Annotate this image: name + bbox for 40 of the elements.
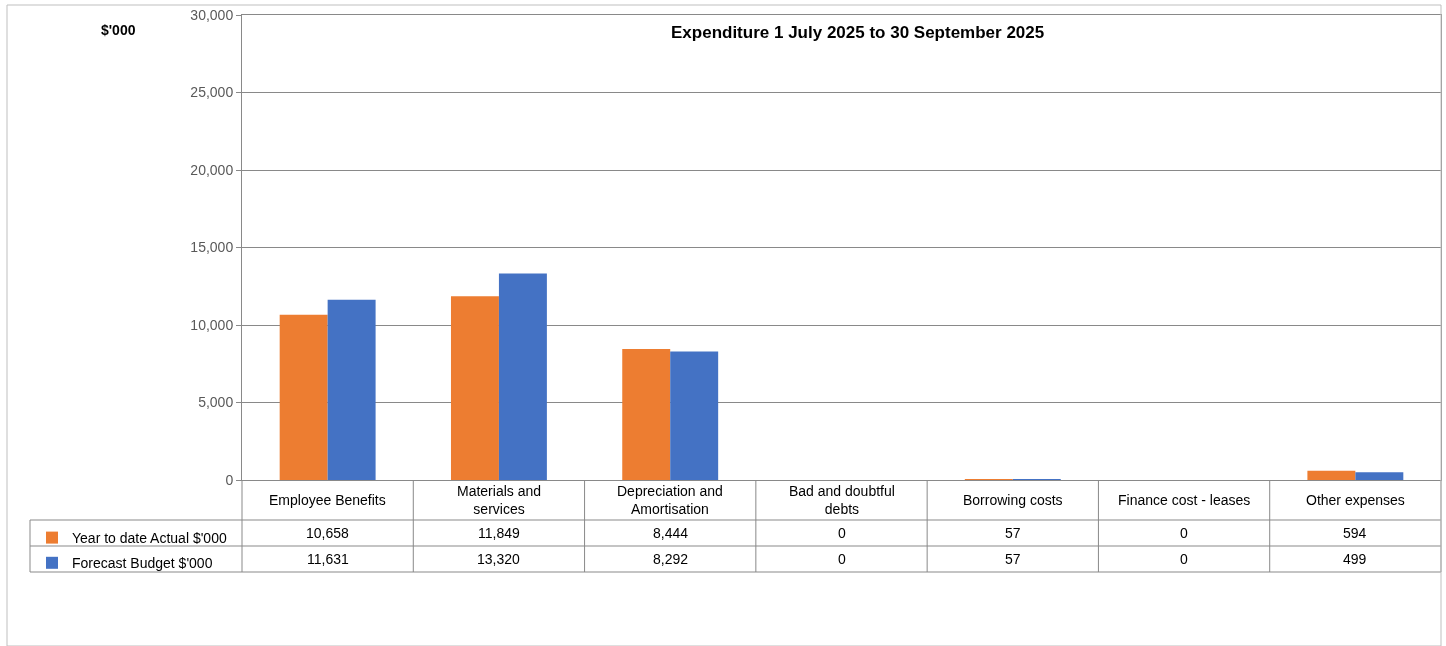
- data-label: 594: [1343, 525, 1367, 541]
- data-label: 8,292: [653, 551, 689, 567]
- x-tick-label: Employee Benefits: [269, 492, 386, 508]
- data-label: 11,849: [478, 525, 520, 541]
- bar: [498, 273, 547, 480]
- y-tick-label: 25,000: [190, 84, 234, 101]
- bar: [279, 314, 328, 480]
- x-tick-label: Materials and services: [457, 483, 542, 518]
- y-tick-label: 30,000: [190, 6, 234, 23]
- bar: [450, 296, 499, 480]
- data-label: 0: [1180, 525, 1188, 541]
- x-tick-label: Borrowing costs: [963, 492, 1063, 508]
- bar: [622, 349, 671, 480]
- data-label: 499: [1343, 551, 1367, 567]
- data-label: 0: [838, 525, 846, 541]
- bar: [1355, 472, 1404, 480]
- data-label: 57: [1005, 525, 1021, 541]
- bar: [327, 299, 376, 480]
- data-label: 13,320: [477, 551, 521, 567]
- legend-label: Forecast Budget $'000: [72, 555, 213, 572]
- data-label: 0: [838, 551, 846, 567]
- y-tick-label: 10,000: [190, 316, 234, 333]
- y-tick-label: 5,000: [198, 394, 234, 411]
- data-label: 11,631: [307, 551, 349, 567]
- x-tick-label: Finance cost - leases: [1118, 492, 1251, 508]
- legend-label: Year to date Actual $'000: [72, 530, 227, 547]
- y-tick-label: 0: [225, 471, 234, 488]
- bar: [1307, 470, 1356, 480]
- data-label: 0: [1180, 551, 1188, 567]
- data-label: 57: [1005, 551, 1021, 567]
- y-axis-title: $'000: [101, 22, 136, 38]
- bar: [670, 351, 719, 480]
- y-tick-label: 20,000: [190, 161, 234, 178]
- x-tick-label: Depreciation and Amortisation: [617, 483, 723, 518]
- data-label: 8,444: [653, 525, 689, 541]
- x-tick-label: Other expenses: [1306, 492, 1405, 508]
- data-label: 10,658: [306, 525, 350, 541]
- y-tick-label: 15,000: [190, 239, 234, 256]
- text: Expenditure 1 July 2025 to 30 September 2025: [671, 23, 1045, 42]
- x-tick-label: Bad and doubtful debts: [789, 483, 895, 518]
